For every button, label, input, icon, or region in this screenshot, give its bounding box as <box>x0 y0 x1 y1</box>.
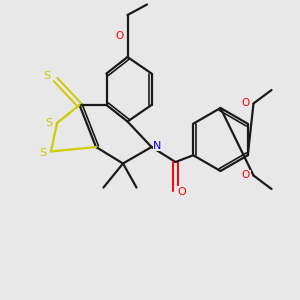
Text: O: O <box>116 31 124 41</box>
Text: S: S <box>39 148 46 158</box>
Text: O: O <box>242 170 250 181</box>
Text: O: O <box>242 98 250 109</box>
Text: S: S <box>44 71 51 81</box>
Text: O: O <box>177 187 186 197</box>
Text: S: S <box>45 118 52 128</box>
Text: N: N <box>153 140 162 151</box>
